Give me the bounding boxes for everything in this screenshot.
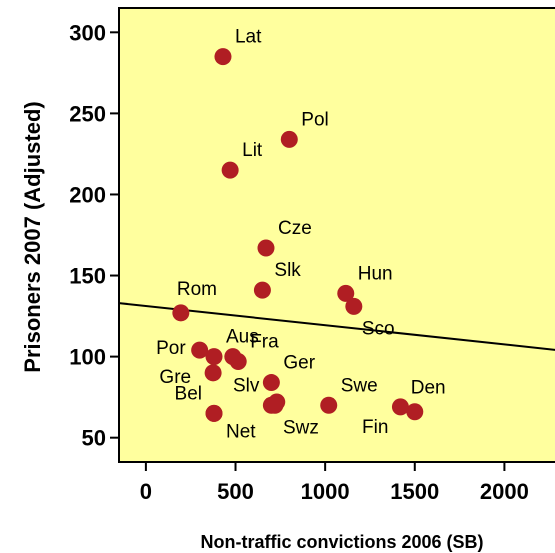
data-point (391, 398, 409, 416)
point-label: Net (226, 421, 256, 442)
point-label: Fra (250, 331, 279, 352)
point-label: Ger (283, 353, 315, 374)
point-label: Pol (301, 109, 328, 130)
point-label: Bel (175, 383, 202, 404)
point-labels: LatPolLitCzeSlkHunScoE&WRomAusFraPorGreG… (156, 27, 446, 443)
data-point (204, 364, 222, 382)
point-label: Por (156, 338, 186, 359)
y-tick-label: 300 (69, 20, 106, 45)
point-label: Lit (242, 140, 263, 161)
data-point (172, 304, 190, 322)
y-tick-label: 100 (69, 345, 106, 370)
y-tick-label: 250 (69, 101, 106, 126)
data-point (221, 161, 239, 179)
x-tick-label: 2000 (480, 479, 529, 504)
point-label: Rom (177, 279, 217, 300)
data-points (172, 48, 424, 422)
point-label: Slv (233, 375, 260, 396)
y-tick-label: 50 (82, 426, 106, 451)
point-label: Hun (358, 263, 393, 284)
data-point (337, 284, 355, 302)
point-label: Sco (362, 318, 395, 339)
point-label: Fin (362, 417, 388, 438)
x-axis-title: Non-traffic convictions 2006 (SB) (200, 532, 483, 552)
point-label: Gre (159, 367, 191, 388)
x-tick-label: 0 (140, 479, 152, 504)
x-tick-label: 1000 (301, 479, 350, 504)
y-tick-label: 200 (69, 182, 106, 207)
point-label: Den (411, 378, 446, 399)
data-point (224, 348, 242, 366)
point-label: Swe (341, 375, 378, 396)
data-point (205, 348, 223, 366)
point-label: Swz (283, 417, 319, 438)
data-point (345, 297, 363, 315)
axes: 5010015020025030005001000150020002500 (69, 20, 529, 504)
x-tick-label: 1500 (390, 479, 439, 504)
data-point (280, 130, 298, 148)
data-point (406, 403, 424, 421)
x-tick-label: 500 (217, 479, 254, 504)
y-tick-label: 150 (69, 264, 106, 289)
data-point (191, 341, 209, 359)
point-label: Slk (274, 260, 301, 281)
data-point (262, 374, 280, 392)
data-point (214, 48, 232, 66)
data-point (257, 239, 275, 257)
trendline-layer (118, 302, 555, 351)
point-label: Cze (278, 218, 312, 239)
data-point (205, 404, 223, 422)
data-point (253, 281, 271, 299)
data-point (320, 396, 338, 414)
y-axis-title: Prisoners 2007 (Adjusted) (20, 101, 45, 372)
point-label: Aus (226, 327, 259, 348)
data-point (266, 396, 284, 414)
plot-area (118, 7, 555, 463)
point-label: Lat (235, 27, 262, 48)
trend-line (118, 302, 555, 351)
